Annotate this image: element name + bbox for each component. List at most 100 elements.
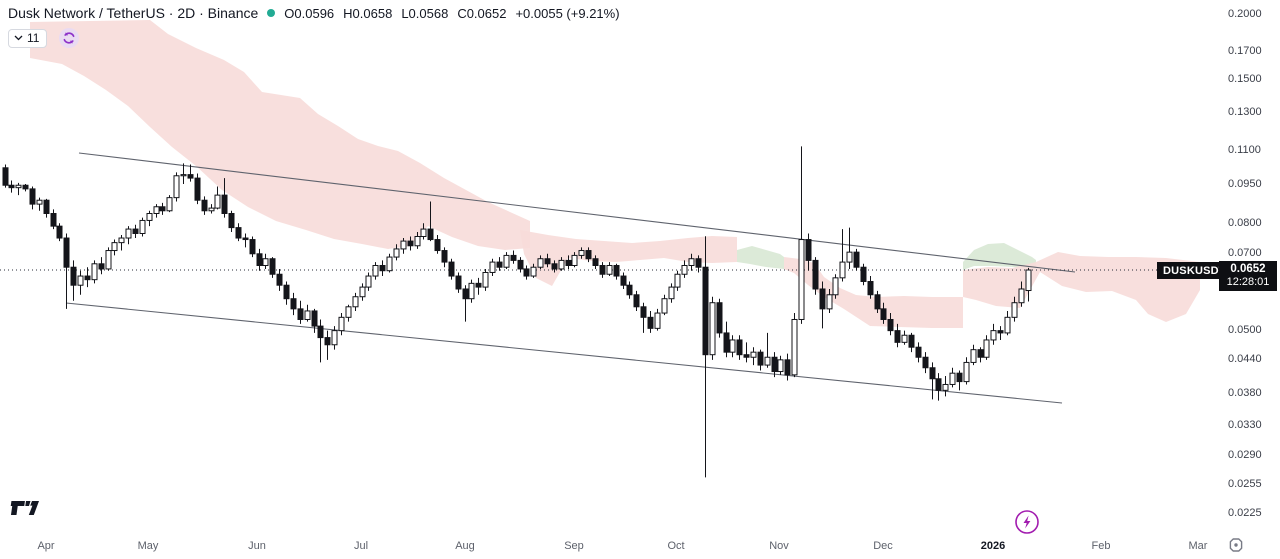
x-axis-tick: Jul: [353, 540, 369, 552]
candle-body-up: [970, 349, 977, 363]
candle-body-down: [22, 184, 29, 190]
ichimoku-cloud-bull: [963, 243, 1036, 270]
candle-body-up: [668, 286, 675, 300]
candle-body-down: [922, 356, 929, 369]
candle-body-up: [180, 174, 187, 177]
tradingview-logo[interactable]: [8, 497, 42, 524]
y-axis-tick: 0.0380: [1228, 386, 1262, 399]
y-axis-tick: 0.0330: [1228, 419, 1262, 432]
candle-body-down: [736, 339, 743, 356]
candle-body-up: [674, 273, 681, 288]
candle-body-down: [276, 273, 283, 286]
ohlc-open: O0.0596: [284, 5, 335, 21]
lightning-icon[interactable]: [1014, 509, 1040, 540]
candle-body-down: [517, 259, 524, 270]
candle-body-down: [565, 259, 572, 266]
candle-body-up: [420, 228, 427, 238]
candle-body-down: [201, 199, 208, 212]
candle-body-up: [942, 383, 949, 391]
price-line-symbol-label: DUSKUSDT: [1157, 262, 1232, 279]
candle-body-up: [846, 251, 853, 263]
chart-legend: Dusk Network / TetherUS · 2D · Binance O…: [8, 5, 620, 48]
ichimoku-cloud-bear: [784, 257, 963, 328]
market-status-icon[interactable]: [267, 9, 276, 17]
price-scale-settings-icon[interactable]: [1227, 536, 1245, 559]
candle-body-up: [990, 330, 997, 341]
candle-body-down: [702, 266, 709, 356]
candle-body-down: [510, 254, 517, 261]
indicators-collapse-button[interactable]: 11: [8, 28, 48, 48]
candle-body-up: [777, 359, 784, 373]
candle-body-down: [626, 284, 633, 296]
candle-body-down: [462, 288, 469, 300]
symbol-title[interactable]: Dusk Network / TetherUS · 2D · Binance: [8, 5, 259, 21]
y-axis-tick: 0.1700: [1228, 44, 1262, 57]
time-axis[interactable]: Apr May Jun Jul Aug Sep Oct Nov Dec 2026 Feb Mar: [0, 532, 1280, 559]
candle-body-up: [1018, 288, 1025, 304]
ichimoku-cloud-bull: [737, 246, 784, 269]
candle-body-up: [214, 194, 221, 209]
candle-body-down: [935, 378, 942, 391]
candle-body-down: [50, 213, 57, 227]
candle-body-up: [1004, 316, 1011, 334]
candle-body-up: [832, 277, 839, 296]
candle-body-up: [91, 263, 98, 281]
candle-body-up: [153, 206, 160, 215]
candle-body-up: [1025, 269, 1032, 292]
candle-body-down: [874, 294, 881, 310]
candle-body-down: [585, 250, 592, 260]
candle-body-up: [262, 258, 269, 266]
y-axis-tick: 0.1500: [1228, 73, 1262, 86]
candle-body-up: [578, 250, 585, 256]
candle-body-down: [427, 228, 434, 241]
y-axis-tick: 0.0700: [1228, 247, 1262, 260]
candle-body-up: [791, 318, 798, 376]
candle-body-down: [956, 372, 963, 383]
candle-body-down: [475, 282, 482, 288]
candle-body-up: [372, 264, 379, 277]
candle-body-down: [297, 308, 304, 320]
channel-lower-trendline[interactable]: [65, 302, 1063, 404]
price-axis[interactable]: 0.2000 0.1700 0.1500 0.1300 0.1100 0.0950 0.08…: [1218, 0, 1280, 532]
candle-body-up: [489, 261, 496, 273]
candle-body-up: [826, 294, 833, 310]
candle-body-down: [757, 351, 764, 366]
candle-body-down: [56, 225, 63, 239]
x-axis-tick: Dec: [873, 540, 893, 552]
refresh-icon[interactable]: [59, 28, 80, 48]
candle-body-up: [688, 258, 695, 266]
candle-body-up: [111, 242, 118, 252]
ohlc-high: H0.0658: [343, 5, 393, 21]
channel-upper-trendline[interactable]: [78, 152, 1076, 273]
candle-body-down: [867, 280, 874, 296]
candle-body-up: [139, 219, 146, 234]
candle-body-down: [228, 213, 235, 229]
candle-body-up: [983, 339, 990, 358]
candle-body-down: [599, 264, 606, 275]
candle-body-up: [125, 228, 132, 239]
candle-body-up: [558, 259, 565, 270]
candle-body-down: [455, 275, 462, 290]
candle-body-up: [709, 302, 716, 356]
candle-body-down: [379, 264, 386, 272]
candle-body-up: [468, 282, 475, 300]
candle-body-down: [311, 310, 318, 327]
candle-body-up: [105, 250, 112, 270]
candle-body-up: [1011, 302, 1018, 318]
candle-body-down: [647, 316, 654, 329]
candle-body-up: [338, 316, 345, 332]
y-axis-tick: 0.0500: [1228, 324, 1262, 337]
candle-body-down: [132, 228, 139, 234]
y-axis-tick: 0.0440: [1228, 353, 1262, 366]
candle-body-down: [592, 258, 599, 266]
candle-body-down: [880, 308, 887, 320]
candle-body-down: [2, 167, 9, 186]
x-axis-tick: Oct: [667, 540, 685, 552]
x-axis-tick: Aug: [455, 540, 475, 552]
candle-body-up: [750, 351, 757, 358]
candle-body-up: [146, 213, 153, 221]
candle-body-up: [654, 312, 661, 329]
x-axis-tick: Apr: [37, 540, 55, 552]
y-axis-tick: 0.0950: [1228, 177, 1262, 190]
